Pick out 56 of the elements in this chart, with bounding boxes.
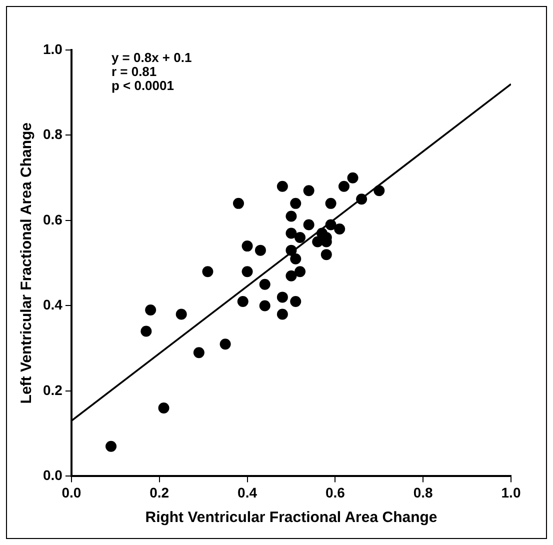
point [145,304,156,316]
y-tick-label: 0.2 [42,382,63,398]
x-tick-label: 0.6 [325,484,346,500]
point [158,402,170,414]
point [303,219,314,230]
point [140,326,152,337]
x-tick-label: 0.0 [62,484,82,500]
point [374,185,385,196]
point [347,172,358,184]
point [259,300,270,312]
y-axis-title: Left Ventricular Fractional Area Change [18,122,36,404]
point [320,249,332,260]
point [312,236,324,248]
y-tick-label: 0.4 [42,296,63,313]
point [325,198,336,209]
point [276,292,288,303]
point [316,228,328,239]
point [286,244,297,256]
point [176,308,187,320]
point [242,266,253,278]
point [294,266,306,278]
x-tick-label: 1.0 [501,484,521,500]
point [242,240,253,252]
point [276,308,288,320]
point [303,185,314,196]
point [290,253,302,264]
point [259,278,270,290]
y-tick-label: 1.0 [42,40,63,57]
point [290,198,302,209]
point [220,338,231,350]
point [325,219,336,230]
y-tick-label: 0.0 [42,467,63,484]
point [338,180,350,192]
point [334,224,346,235]
x-axis-title: Right Ventricular Fractional Area Change [145,509,438,526]
point [193,347,204,358]
point [254,244,266,256]
y-tick-label: 0.8 [42,126,63,142]
y-tick-label: 0.6 [42,211,63,228]
point [202,266,214,278]
annotation: y = 0.8x + 0.1 [111,50,192,66]
point [286,228,297,239]
point [290,296,302,307]
point [356,194,368,205]
point [286,210,297,222]
x-tick-label: 0.4 [238,484,258,500]
point [294,232,306,244]
point [237,296,248,307]
point [106,440,117,452]
annotation: p < 0.0001 [111,78,174,94]
point [286,270,297,282]
x-tick-label: 0.2 [150,484,170,500]
x-tick-label: 0.8 [413,484,434,500]
point [232,198,244,209]
annotation: r = 0.81 [111,64,157,80]
point [276,180,288,192]
